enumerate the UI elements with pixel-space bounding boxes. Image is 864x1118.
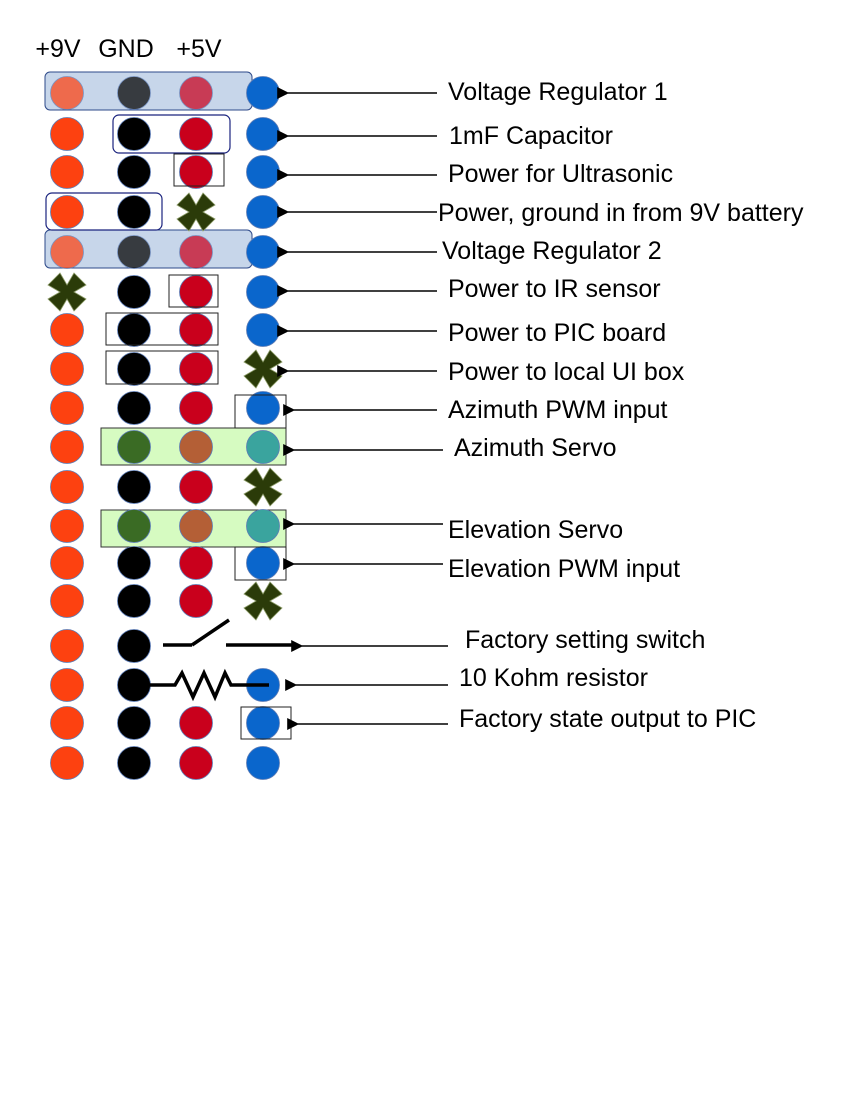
pin-gnd [117, 391, 151, 425]
pin-gnd [117, 470, 151, 504]
labels: Voltage Regulator 1 1mF Capacitor Power … [438, 78, 804, 733]
pin-servo-signal [246, 509, 280, 543]
pin-servo-ground [117, 509, 151, 543]
pin-gnd [117, 546, 151, 580]
pin-5v [179, 706, 213, 740]
pin-5v [179, 470, 213, 504]
label-voltage-regulator-1: Voltage Regulator 1 [448, 78, 668, 106]
pin-9v [50, 195, 84, 229]
pin-9v [50, 746, 84, 780]
pin-9v [50, 235, 84, 269]
pin-5v [179, 117, 213, 151]
pin-5v [179, 746, 213, 780]
pin-gnd [117, 76, 151, 110]
pin-5v [179, 391, 213, 425]
label-azimuth-pwm: Azimuth PWM input [448, 396, 668, 424]
pin-9v [50, 584, 84, 618]
unused-pin-marker [243, 349, 283, 389]
pin-gnd [117, 746, 151, 780]
header-5v: +5V [176, 35, 222, 63]
pin-5v [179, 76, 213, 110]
pin-9v [50, 470, 84, 504]
pin-signal [246, 391, 280, 425]
pin-gnd [117, 352, 151, 386]
pin-signal [246, 76, 280, 110]
pin-9v [50, 668, 84, 702]
pin-5v [179, 235, 213, 269]
label-elevation-pwm: Elevation PWM input [448, 555, 680, 583]
pin-servo-power [179, 509, 213, 543]
ultrasonic-box [173, 153, 225, 187]
pin-gnd [117, 155, 151, 189]
unused-pin-marker [47, 272, 87, 312]
pin-9v [50, 352, 84, 386]
pin-grid [47, 76, 283, 780]
pin-5v [179, 155, 213, 189]
pin-9v [50, 155, 84, 189]
pin-gnd [117, 668, 151, 702]
pin-gnd [117, 117, 151, 151]
pin-9v [50, 629, 84, 663]
pin-signal [246, 155, 280, 189]
label-ir-sensor: Power to IR sensor [448, 275, 661, 303]
capacitor-box [112, 114, 231, 154]
pin-5v [179, 352, 213, 386]
pin-gnd [117, 313, 151, 347]
label-voltage-regulator-2: Voltage Regulator 2 [442, 237, 662, 265]
label-azimuth-servo: Azimuth Servo [454, 434, 617, 462]
pin-gnd [117, 706, 151, 740]
pin-5v [179, 546, 213, 580]
arrows [277, 87, 448, 730]
pin-gnd [117, 195, 151, 229]
pin-servo-signal [246, 430, 280, 464]
ui-box-box [105, 350, 219, 385]
header-gnd: GND [98, 35, 154, 63]
pin-5v [179, 313, 213, 347]
unused-pin-marker [243, 467, 283, 507]
pin-9v [50, 509, 84, 543]
label-elevation-servo: Elevation Servo [448, 516, 623, 544]
label-ui-box: Power to local UI box [448, 358, 685, 386]
label-factory-output: Factory state output to PIC [459, 705, 756, 733]
pin-signal [246, 235, 280, 269]
pin-9v [50, 391, 84, 425]
label-capacitor: 1mF Capacitor [449, 122, 613, 150]
pin-gnd [117, 275, 151, 309]
pin-signal [246, 706, 280, 740]
pin-signal [246, 275, 280, 309]
pin-5v [179, 275, 213, 309]
pin-servo-ground [117, 430, 151, 464]
pin-9v [50, 117, 84, 151]
pin-signal [246, 546, 280, 580]
label-factory-switch: Factory setting switch [465, 626, 705, 654]
pin-signal [246, 117, 280, 151]
pin-9v [50, 76, 84, 110]
pin-9v [50, 430, 84, 464]
pic-board-box [105, 312, 219, 346]
pin-signal [246, 746, 280, 780]
unused-pin-marker [176, 192, 216, 232]
resistor-symbol [150, 668, 269, 702]
pin-9v [50, 706, 84, 740]
power-in-box [45, 192, 163, 231]
pin-gnd [117, 629, 151, 663]
header-9v: +9V [35, 35, 81, 63]
label-power-in: Power, ground in from 9V battery [438, 199, 804, 227]
switch-symbol [163, 618, 292, 647]
pin-signal [246, 313, 280, 347]
pin-9v [50, 313, 84, 347]
pin-gnd [117, 584, 151, 618]
label-ultrasonic: Power for Ultrasonic [448, 160, 673, 188]
pin-gnd [117, 235, 151, 269]
unused-pin-marker [243, 581, 283, 621]
pin-servo-power [179, 430, 213, 464]
pin-9v [50, 546, 84, 580]
label-resistor: 10 Kohm resistor [459, 664, 648, 692]
pin-5v [179, 584, 213, 618]
ir-sensor-box [168, 274, 219, 308]
label-pic-board: Power to PIC board [448, 319, 666, 347]
pin-signal [246, 195, 280, 229]
